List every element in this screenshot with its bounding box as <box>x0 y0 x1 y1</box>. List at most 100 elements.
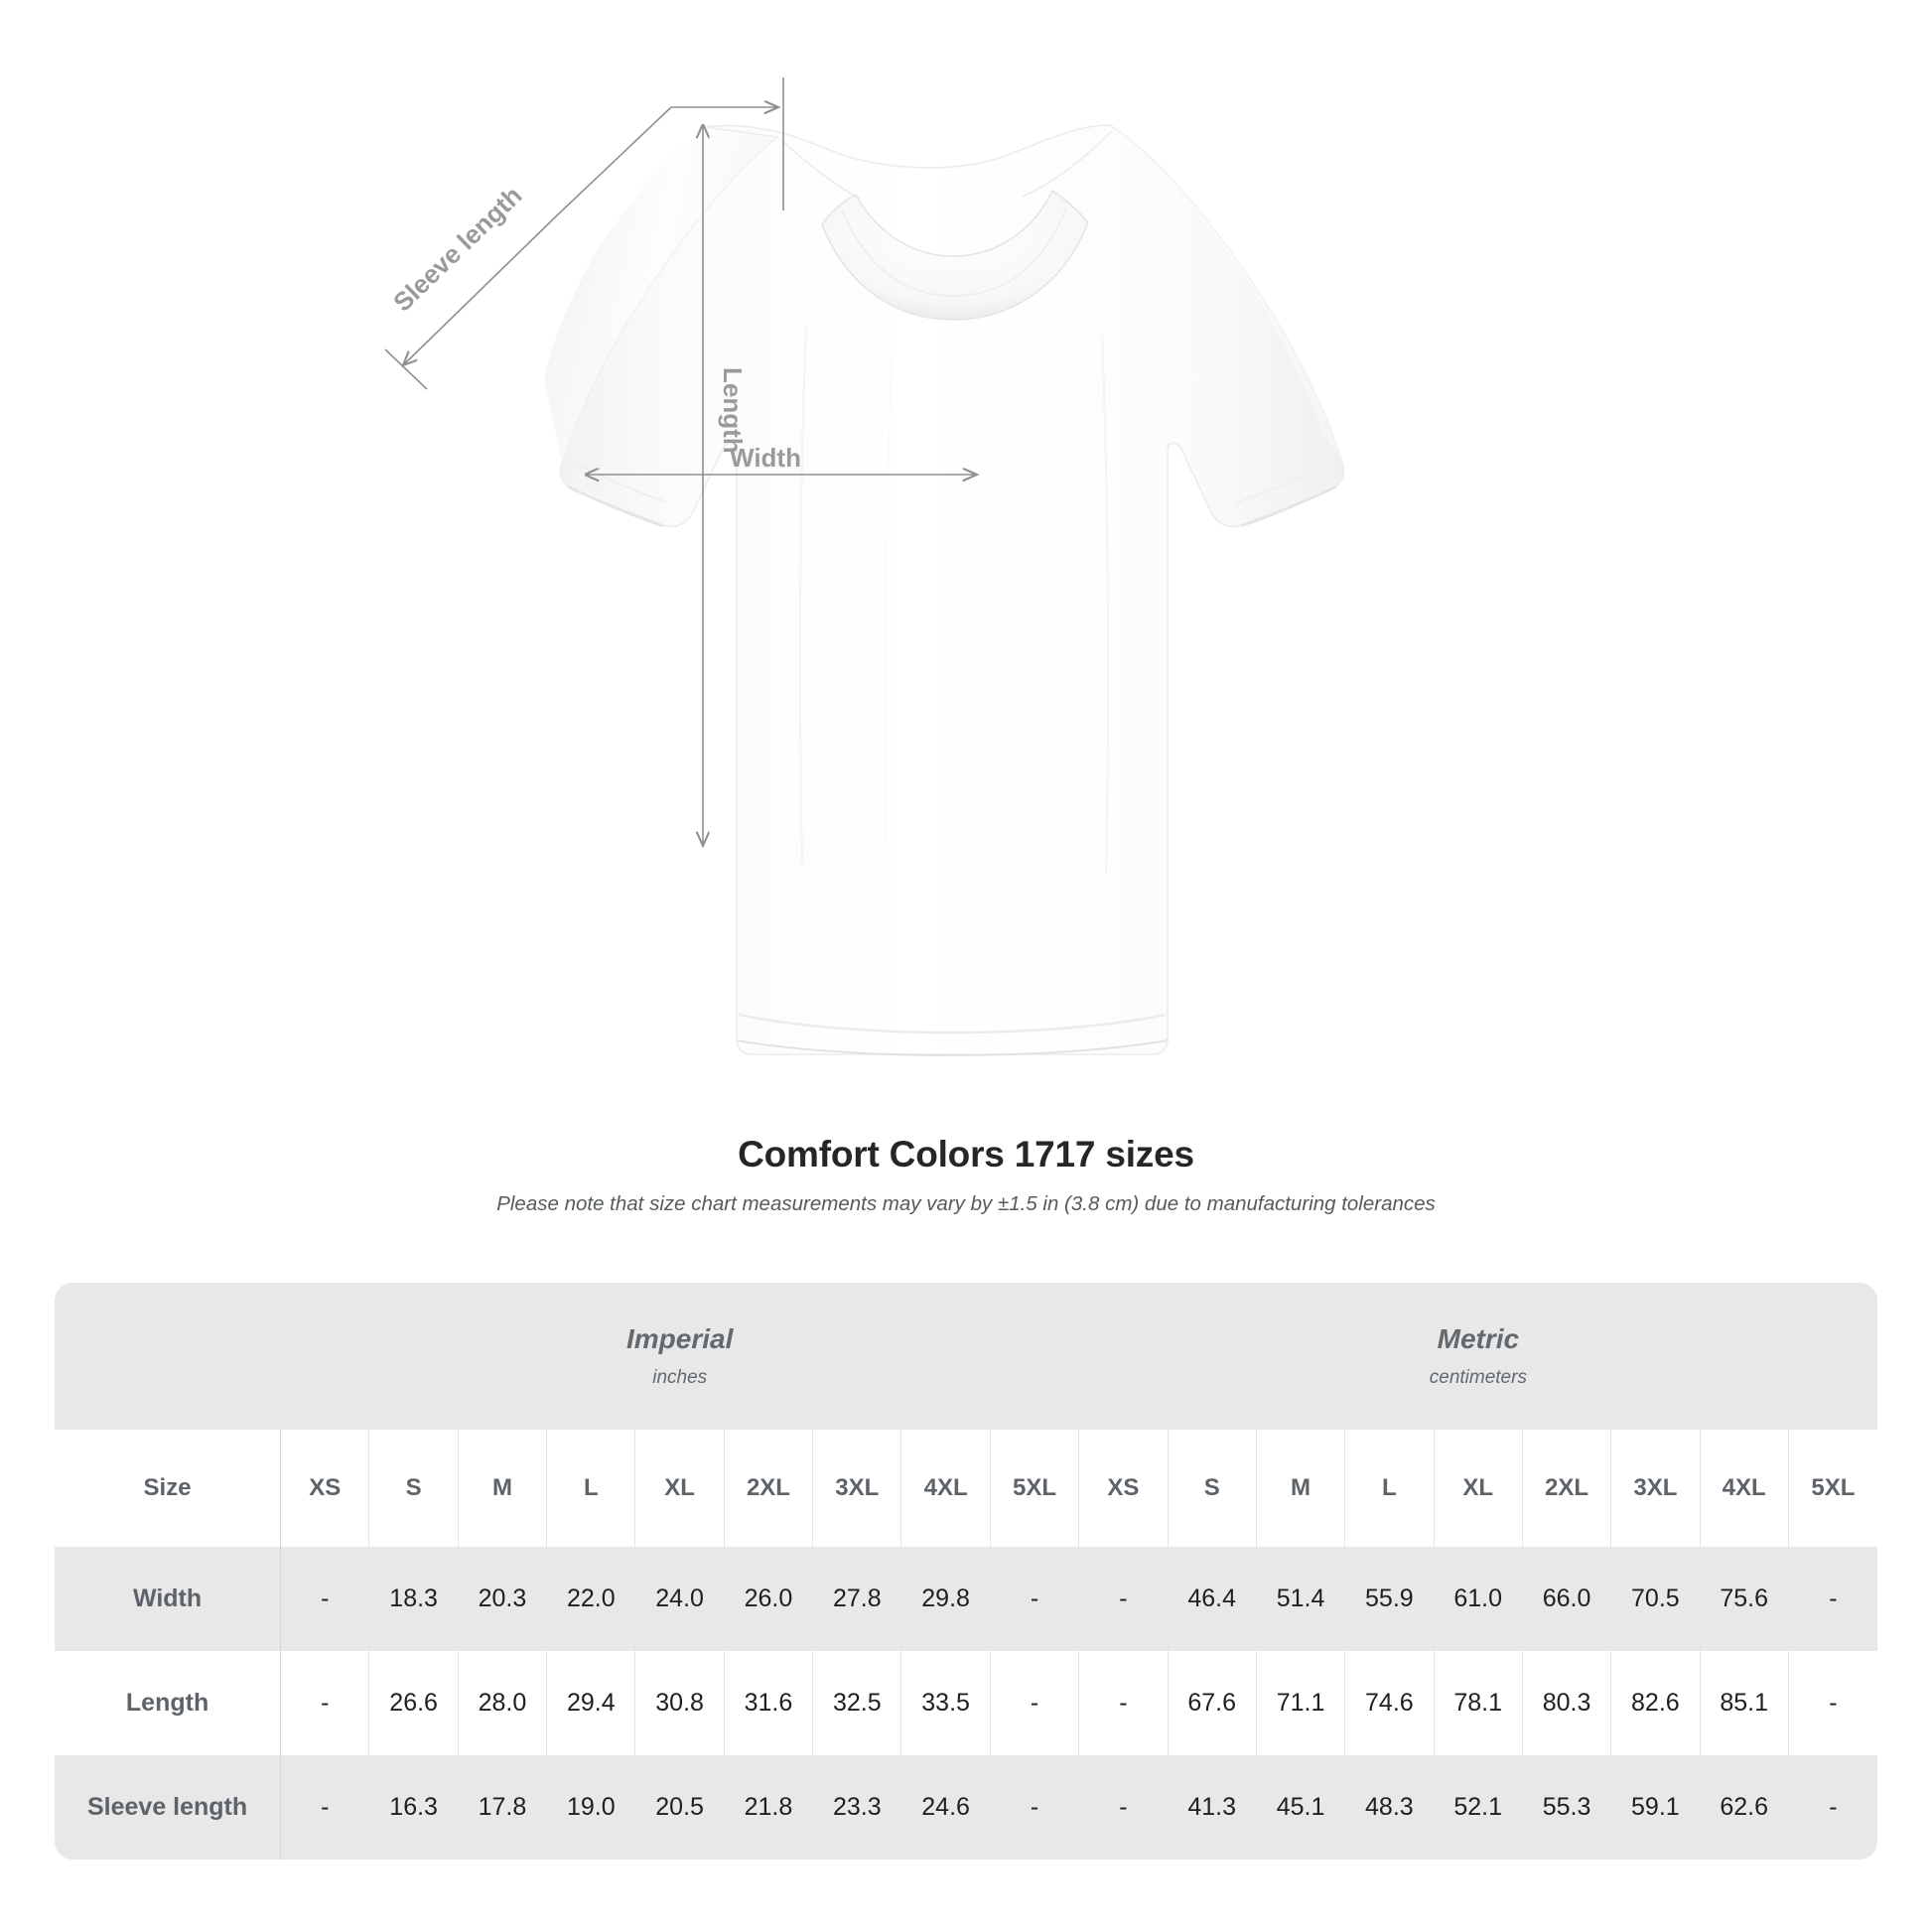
tshirt-illustration <box>544 124 1345 1056</box>
cell-width-met-5: 66.0 <box>1522 1547 1612 1651</box>
cell-width-met-7: 75.6 <box>1700 1547 1789 1651</box>
cell-sleeve-met-1: 41.3 <box>1168 1755 1257 1860</box>
metric-label: Metric <box>1437 1322 1520 1354</box>
table-row: Length - 26.6 28.0 29.4 30.8 31.6 32.5 3… <box>55 1651 1877 1755</box>
shoulder-seam-right <box>1022 130 1113 198</box>
cell-length-imp-8: - <box>990 1651 1080 1755</box>
page-title: Comfort Colors 1717 sizes <box>738 1134 1194 1174</box>
tshirt-measurement-diagram: Sleeve length Length Width <box>384 77 1345 1056</box>
title-block: Comfort Colors 1717 sizes Please note th… <box>0 1132 1932 1218</box>
body-fold-1 <box>798 327 808 865</box>
size-header-imp-3: L <box>546 1430 636 1547</box>
body-fold-2 <box>1100 335 1110 875</box>
metric-unit-cell: Metric centimeters <box>1078 1283 1877 1430</box>
size-column-header: Size <box>55 1430 282 1547</box>
bottom-hem-line <box>738 1013 1167 1035</box>
body-fold-3 <box>885 356 893 895</box>
size-header-met-7: 4XL <box>1700 1430 1789 1547</box>
cell-length-met-6: 82.6 <box>1610 1651 1701 1755</box>
cell-sleeve-met-8: - <box>1788 1755 1877 1860</box>
cell-length-met-4: 78.1 <box>1434 1651 1523 1755</box>
size-header-imp-5: 2XL <box>724 1430 814 1547</box>
cell-sleeve-met-4: 52.1 <box>1434 1755 1523 1860</box>
cell-sleeve-imp-6: 23.3 <box>812 1755 902 1860</box>
cell-length-imp-2: 28.0 <box>458 1651 548 1755</box>
cell-width-met-2: 51.4 <box>1256 1547 1346 1651</box>
size-header-met-5: 2XL <box>1522 1430 1612 1547</box>
imperial-unit-cell: Imperial inches <box>280 1283 1079 1430</box>
sleeve-cuff-right <box>1236 462 1331 503</box>
sleeve-length-line <box>403 106 672 365</box>
measurement-annotations <box>384 77 977 846</box>
cell-length-met-5: 80.3 <box>1522 1651 1612 1755</box>
cell-sleeve-met-7: 62.6 <box>1700 1755 1789 1860</box>
cell-length-met-8: - <box>1788 1651 1877 1755</box>
cell-sleeve-imp-3: 19.0 <box>546 1755 636 1860</box>
size-header-imp-4: XL <box>634 1430 725 1547</box>
cell-width-imp-5: 26.0 <box>724 1547 814 1651</box>
cell-length-met-3: 74.6 <box>1344 1651 1435 1755</box>
cell-width-imp-6: 27.8 <box>812 1547 902 1651</box>
sleeve-cuff-left <box>573 462 668 503</box>
tolerance-note: Please note that size chart measurements… <box>496 1192 1436 1216</box>
cell-length-imp-1: 26.6 <box>368 1651 459 1755</box>
tshirt-sleeve-left <box>544 131 777 463</box>
size-header-imp-6: 3XL <box>812 1430 902 1547</box>
collar-inner-seam <box>841 207 1067 297</box>
cell-width-imp-1: 18.3 <box>368 1547 459 1651</box>
size-header-met-6: 3XL <box>1610 1430 1701 1547</box>
row-label-length: Length <box>55 1651 282 1755</box>
cell-width-met-3: 55.9 <box>1344 1547 1435 1651</box>
metric-sublabel: centimeters <box>1429 1367 1527 1389</box>
cell-sleeve-met-6: 59.1 <box>1610 1755 1701 1860</box>
cell-width-met-6: 70.5 <box>1610 1547 1701 1651</box>
size-header-imp-8: 5XL <box>990 1430 1080 1547</box>
cell-sleeve-met-5: 55.3 <box>1522 1755 1612 1860</box>
cell-sleeve-imp-5: 21.8 <box>724 1755 814 1860</box>
table-row: Width - 18.3 20.3 22.0 24.0 26.0 27.8 29… <box>55 1547 1877 1651</box>
cell-width-met-8: - <box>1788 1547 1877 1651</box>
imperial-label: Imperial <box>625 1322 734 1354</box>
width-label: Width <box>730 443 801 473</box>
cell-width-imp-3: 22.0 <box>546 1547 636 1651</box>
size-header-imp-7: 4XL <box>900 1430 991 1547</box>
cell-length-imp-3: 29.4 <box>546 1651 636 1755</box>
cell-width-imp-7: 29.8 <box>900 1547 991 1651</box>
size-table-container: Imperial inches Metric centimeters Size … <box>55 1283 1877 1860</box>
size-header-met-3: L <box>1344 1430 1435 1547</box>
imperial-sublabel: inches <box>652 1367 708 1389</box>
unit-banner-row: Imperial inches Metric centimeters <box>55 1283 1877 1430</box>
cell-width-imp-8: - <box>990 1547 1080 1651</box>
cell-width-imp-4: 24.0 <box>634 1547 725 1651</box>
size-header-met-1: S <box>1168 1430 1257 1547</box>
cell-sleeve-met-2: 45.1 <box>1256 1755 1346 1860</box>
sleeve-length-annotation <box>384 77 784 390</box>
size-header-met-2: M <box>1256 1430 1346 1547</box>
row-label-sleeve-length: Sleeve length <box>55 1755 282 1860</box>
cell-sleeve-met-0: - <box>1078 1755 1169 1860</box>
cell-length-imp-4: 30.8 <box>634 1651 725 1755</box>
cell-sleeve-imp-7: 24.6 <box>900 1755 991 1860</box>
sleeve-hem-right <box>1240 485 1337 528</box>
cell-width-imp-2: 20.3 <box>458 1547 548 1651</box>
size-header-imp-0: XS <box>280 1430 370 1547</box>
cell-width-imp-0: - <box>280 1547 370 1651</box>
cell-length-met-2: 71.1 <box>1256 1651 1346 1755</box>
size-table: Imperial inches Metric centimeters Size … <box>55 1283 1877 1860</box>
length-label: Length <box>718 367 748 454</box>
bottom-hem-edge <box>736 1039 1169 1056</box>
cell-sleeve-imp-2: 17.8 <box>458 1755 548 1860</box>
cell-sleeve-imp-8: - <box>990 1755 1080 1860</box>
cell-length-imp-5: 31.6 <box>724 1651 814 1755</box>
size-header-met-8: 5XL <box>1788 1430 1877 1547</box>
cell-sleeve-met-3: 48.3 <box>1344 1755 1435 1860</box>
shoulder-seam-left <box>779 138 861 200</box>
sleeve-length-label: Sleeve length <box>387 181 527 318</box>
cell-width-met-4: 61.0 <box>1434 1547 1523 1651</box>
cell-sleeve-imp-4: 20.5 <box>634 1755 725 1860</box>
cell-sleeve-imp-0: - <box>280 1755 370 1860</box>
cell-sleeve-imp-1: 16.3 <box>368 1755 459 1860</box>
cell-length-imp-0: - <box>280 1651 370 1755</box>
size-header-met-0: XS <box>1078 1430 1169 1547</box>
cell-length-met-0: - <box>1078 1651 1169 1755</box>
